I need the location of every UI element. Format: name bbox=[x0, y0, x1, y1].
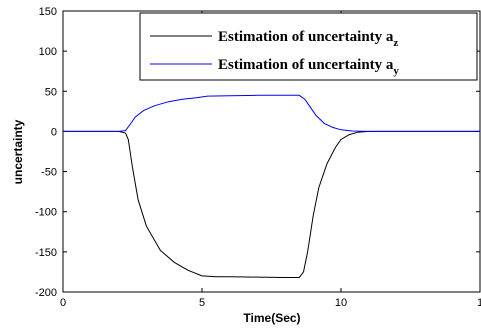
y-tick-label: -50 bbox=[41, 167, 57, 179]
series-line-z bbox=[63, 130, 480, 278]
legend-subscript: y bbox=[393, 65, 399, 77]
y-tick-label: 150 bbox=[39, 6, 57, 18]
y-tick-label: 100 bbox=[39, 46, 57, 58]
x-tick-label: 5 bbox=[199, 297, 205, 309]
y-tick-label: -200 bbox=[35, 287, 57, 299]
series-layer bbox=[63, 94, 480, 278]
y-tick-label: 50 bbox=[45, 86, 57, 98]
series-line-y bbox=[63, 94, 480, 132]
legend-label-z: Estimation of uncertainty az bbox=[218, 29, 398, 49]
x-axis-label: Time(Sec) bbox=[243, 311, 300, 325]
legend-box bbox=[139, 12, 478, 81]
legend-subscript: z bbox=[393, 37, 398, 49]
legend: Estimation of uncertainty az Estimation o… bbox=[139, 12, 478, 81]
y-tick-label: -150 bbox=[35, 247, 57, 259]
y-tick-label: -100 bbox=[35, 207, 57, 219]
x-tick-label: 1 bbox=[477, 297, 481, 309]
x-tick-label: 10 bbox=[335, 297, 347, 309]
y-axis-label: uncertainty bbox=[11, 119, 25, 184]
axis-ticks: 0 5 10 1 150 100 50 0 -50 -100 -150 -200 bbox=[35, 6, 481, 309]
legend-label-y: Estimation of uncertainty ay bbox=[218, 57, 399, 77]
x-tick-label: 0 bbox=[60, 297, 66, 309]
y-tick-label: 0 bbox=[51, 126, 57, 138]
